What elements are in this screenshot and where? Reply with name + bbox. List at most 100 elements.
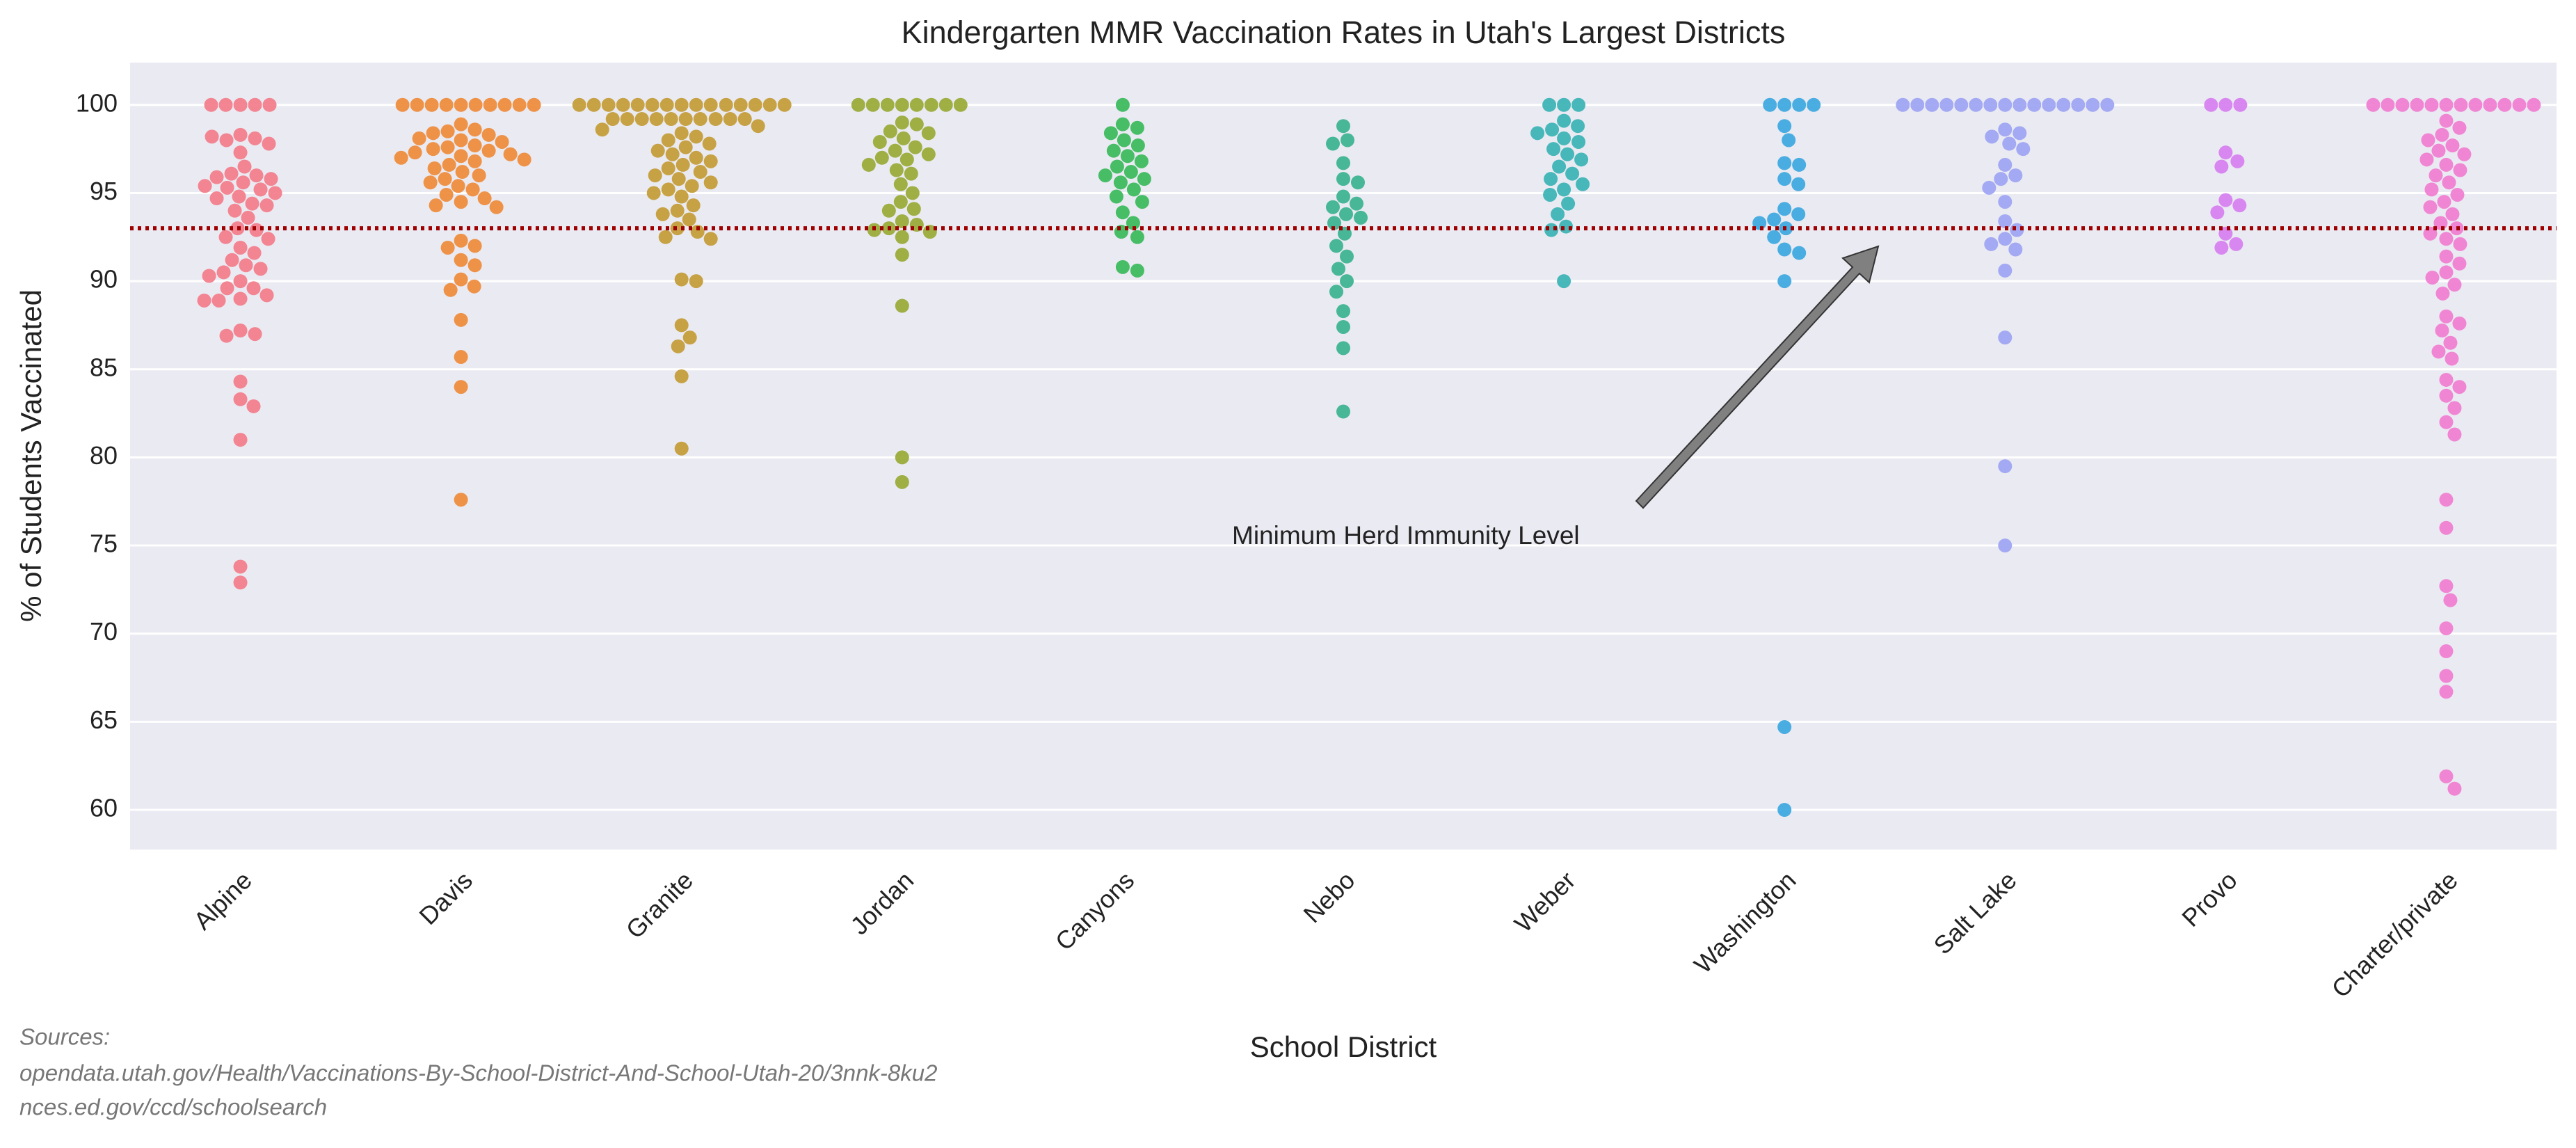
data-point: [233, 240, 248, 255]
data-point: [2447, 781, 2462, 796]
data-point: [1336, 319, 1350, 334]
x-tick-label: Granite: [621, 866, 698, 943]
data-point: [2424, 182, 2439, 197]
data-point: [2232, 198, 2247, 213]
data-point: [1896, 97, 1910, 112]
data-point: [232, 189, 246, 204]
data-point: [685, 179, 699, 193]
data-point: [893, 195, 908, 209]
data-point: [467, 258, 482, 273]
data-point: [2214, 240, 2229, 255]
data-point: [439, 97, 454, 112]
data-point: [634, 112, 649, 127]
data-point: [1134, 154, 1149, 168]
data-point: [1336, 119, 1350, 134]
data-point: [241, 210, 255, 225]
data-point: [1137, 172, 1151, 186]
data-point: [440, 124, 455, 138]
data-point: [2445, 138, 2460, 153]
data-point: [2439, 232, 2454, 246]
chart-title: Kindergarten MMR Vaccination Rates in Ut…: [902, 15, 1786, 50]
data-point: [1354, 210, 1368, 225]
data-point: [572, 97, 586, 112]
data-point: [489, 200, 504, 214]
data-point: [1544, 172, 1558, 186]
data-point: [616, 97, 630, 112]
data-point: [2429, 168, 2443, 183]
data-point: [605, 112, 620, 127]
y-tick-label: 75: [90, 529, 118, 558]
data-point: [895, 475, 909, 489]
data-point: [204, 97, 218, 112]
data-point: [2056, 97, 2071, 112]
data-point: [1543, 187, 1558, 202]
data-point: [2002, 136, 2017, 151]
data-point: [2439, 493, 2454, 507]
x-tick-label: Nebo: [1298, 866, 1361, 928]
data-point: [233, 274, 248, 289]
data-point: [1792, 157, 1807, 172]
data-point: [1350, 196, 1363, 211]
data-point: [1331, 262, 1345, 276]
data-point: [424, 97, 439, 112]
data-point: [2210, 205, 2225, 220]
data-point: [1109, 189, 1123, 204]
data-point: [2395, 97, 2410, 112]
data-point: [646, 186, 661, 200]
data-point: [674, 369, 689, 383]
data-point: [2431, 344, 2446, 359]
data-point: [1985, 129, 1999, 144]
data-point: [2100, 97, 2115, 112]
data-point: [261, 232, 275, 246]
data-point: [1767, 212, 1782, 227]
data-point: [1115, 205, 1130, 220]
data-point: [1327, 216, 1341, 230]
data-point: [601, 97, 616, 112]
data-point: [442, 157, 456, 172]
data-point: [2447, 401, 2462, 415]
data-point: [2453, 163, 2467, 177]
data-point: [702, 136, 717, 151]
data-point: [1565, 166, 1580, 181]
data-point: [1329, 285, 1343, 299]
data-point: [674, 126, 689, 141]
data-point: [205, 129, 219, 144]
data-point: [1336, 341, 1350, 356]
data-point: [674, 318, 689, 333]
x-tick-label: Alpine: [188, 866, 257, 935]
data-point: [454, 149, 468, 164]
data-point: [1561, 196, 1576, 211]
y-tick-label: 95: [90, 177, 118, 205]
data-point: [202, 269, 216, 283]
data-point: [2445, 207, 2460, 221]
data-point: [1792, 97, 1807, 112]
data-point: [248, 131, 262, 145]
data-point: [748, 97, 762, 112]
data-point: [693, 165, 707, 180]
y-tick-label: 70: [90, 617, 118, 646]
data-point: [1557, 131, 1571, 145]
data-point: [1954, 97, 1969, 112]
data-point: [674, 441, 689, 456]
data-point: [751, 119, 765, 134]
data-point: [906, 202, 921, 216]
data-point: [1552, 159, 1567, 174]
data-point: [1115, 260, 1130, 274]
x-tick-label: Charter/private: [2326, 866, 2463, 1003]
data-point: [1574, 152, 1589, 167]
data-point: [661, 182, 675, 197]
data-point: [408, 145, 422, 160]
data-point: [454, 117, 468, 131]
data-point: [233, 559, 248, 574]
data-point: [865, 97, 880, 112]
data-point: [2366, 97, 2381, 112]
data-point: [1792, 246, 1807, 260]
data-point: [1130, 263, 1144, 278]
data-point: [645, 97, 659, 112]
data-point: [1998, 330, 2013, 345]
data-point: [517, 152, 531, 167]
data-point: [2424, 97, 2439, 112]
data-point: [1126, 216, 1140, 230]
data-point: [909, 97, 924, 112]
data-point: [233, 97, 248, 112]
